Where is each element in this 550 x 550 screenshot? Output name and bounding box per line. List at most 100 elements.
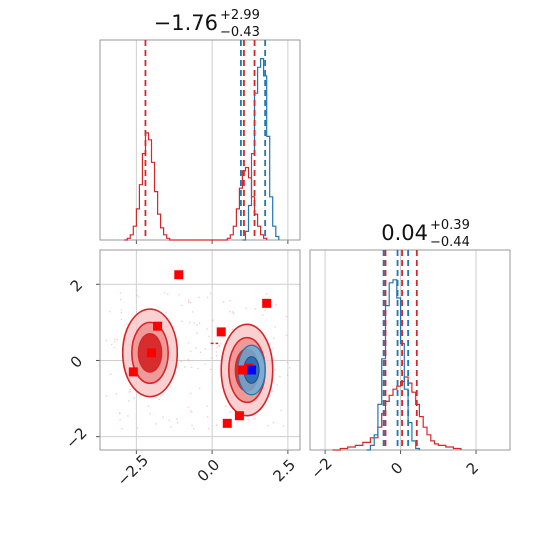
sample-point [267,424,269,427]
sample-point [158,398,160,401]
panel-frame [99,249,301,451]
sample-point [109,373,112,375]
sample-point [212,319,214,322]
red-square-marker [147,348,157,358]
sample-point [231,328,234,331]
sample-point [265,293,268,295]
red-square-marker [222,418,232,428]
red-square-marker [237,365,247,375]
sample-point [136,427,139,429]
sample-point [195,347,197,349]
sample-point [119,292,122,294]
sample-point [198,296,200,299]
sample-point [232,312,235,315]
sample-point [192,427,195,430]
sample-point [120,312,122,314]
sample-point [176,421,179,424]
histogram-top-left [99,39,301,244]
sample-point [116,339,118,341]
title-top-left-plus: +2.99 [220,8,260,23]
sample-point [245,307,247,310]
title-bottom-right-value: 0.04 [381,221,428,245]
x-tick-label: 2.5 [270,456,300,486]
y-tick-label: 0 [67,352,86,371]
sample-point [119,298,122,301]
sample-point [282,425,285,427]
sample-point [162,416,164,418]
sample-point [187,358,190,361]
histogram-bottom-right: −2 0 2 [307,249,511,483]
sample-point [110,343,113,346]
sample-point [209,368,212,371]
sample-point [285,315,288,318]
sample-point [231,311,234,313]
sample-point [206,416,209,418]
sample-point [154,423,157,425]
sample-point [215,351,218,353]
sample-point [195,332,198,335]
sample-point [206,328,208,330]
sample-point [273,337,275,340]
sample-point [271,390,274,392]
sample-point [188,360,190,362]
x-tick-label: −2.5 [114,451,152,489]
sample-point [274,368,276,371]
title-bottom-right-plus: +0.39 [430,218,470,233]
sample-point [133,397,135,400]
sample-point [187,299,190,302]
sample-point [115,393,118,395]
sample-point [264,309,267,312]
sample-point [190,411,193,413]
histogram-series-0 [124,132,268,241]
x-tick-label: 0.0 [194,456,224,486]
sample-point [178,293,180,296]
sample-point [129,388,131,391]
sample-point [183,366,186,368]
sample-point [209,292,212,295]
sample-point [164,292,166,294]
sample-point [206,296,209,299]
sample-point [197,367,199,370]
blue-square-marker [247,365,257,375]
sample-point [149,413,152,415]
sample-point [189,350,192,353]
sample-point [199,351,202,354]
sample-point [229,410,232,413]
sample-point [135,289,138,291]
sample-point [105,395,108,397]
sample-point [272,421,275,424]
sample-point [254,308,256,310]
sample-point [180,360,183,363]
sample-point [224,405,227,407]
panel-titles: −1.76 +2.99 −0.43 0.04 +0.39 −0.44 [154,8,470,250]
sample-point [128,400,130,402]
sample-point [247,418,249,421]
sample-point [275,303,277,306]
red-square-marker [262,298,272,308]
sample-point [108,310,111,313]
sample-point [286,374,289,377]
red-square-marker [174,270,184,280]
sample-point [280,409,282,412]
sample-point [119,418,121,421]
sample-point [127,415,129,417]
sample-point [165,311,167,314]
sample-point [196,324,198,326]
sample-point [198,322,201,324]
sample-point [220,343,222,345]
sample-point [128,391,130,393]
sample-point [279,375,281,378]
sample-point [176,418,178,420]
sample-point [285,334,288,337]
sample-point [126,323,128,326]
sample-point [204,363,206,365]
sample-point [168,419,170,422]
sample-point [253,417,256,419]
title-top-left-minus: −0.43 [220,25,260,40]
sample-point [167,293,169,295]
sample-point [229,299,231,302]
sample-point [193,322,196,324]
red-square-marker [216,327,226,337]
sample-point [189,301,192,304]
